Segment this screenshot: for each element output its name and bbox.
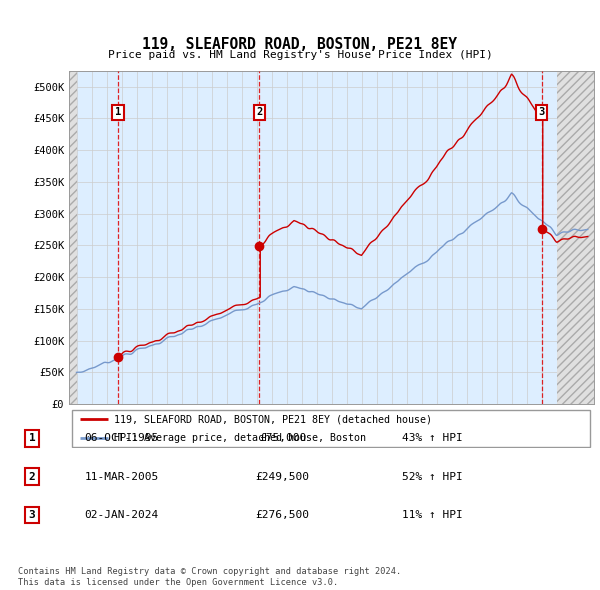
Text: Contains HM Land Registry data © Crown copyright and database right 2024.
This d: Contains HM Land Registry data © Crown c… [18,568,401,586]
Text: £249,500: £249,500 [256,472,310,481]
Bar [69,71,77,404]
Text: Price paid vs. HM Land Registry's House Price Index (HPI): Price paid vs. HM Land Registry's House … [107,51,493,60]
Text: 52% ↑ HPI: 52% ↑ HPI [402,472,463,481]
Text: 1: 1 [29,434,35,443]
Text: 43% ↑ HPI: 43% ↑ HPI [402,434,463,443]
Text: HPI: Average price, detached house, Boston: HPI: Average price, detached house, Bost… [113,432,365,442]
Text: 11-MAR-2005: 11-MAR-2005 [85,472,158,481]
Text: 3: 3 [29,510,35,520]
Text: 02-JAN-2024: 02-JAN-2024 [85,510,158,520]
Text: 119, SLEAFORD ROAD, BOSTON, PE21 8EY: 119, SLEAFORD ROAD, BOSTON, PE21 8EY [143,37,458,53]
Text: 1: 1 [115,107,121,117]
Text: £276,500: £276,500 [256,510,310,520]
Text: 11% ↑ HPI: 11% ↑ HPI [402,510,463,520]
Text: 3: 3 [539,107,545,117]
Text: 119, SLEAFORD ROAD, BOSTON, PE21 8EY (detached house): 119, SLEAFORD ROAD, BOSTON, PE21 8EY (de… [113,414,431,424]
FancyBboxPatch shape [71,410,590,447]
Bar [557,71,594,404]
Text: 2: 2 [256,107,262,117]
Text: £75,000: £75,000 [259,434,307,443]
Text: 06-OCT-1995: 06-OCT-1995 [85,434,158,443]
Text: 2: 2 [29,472,35,481]
